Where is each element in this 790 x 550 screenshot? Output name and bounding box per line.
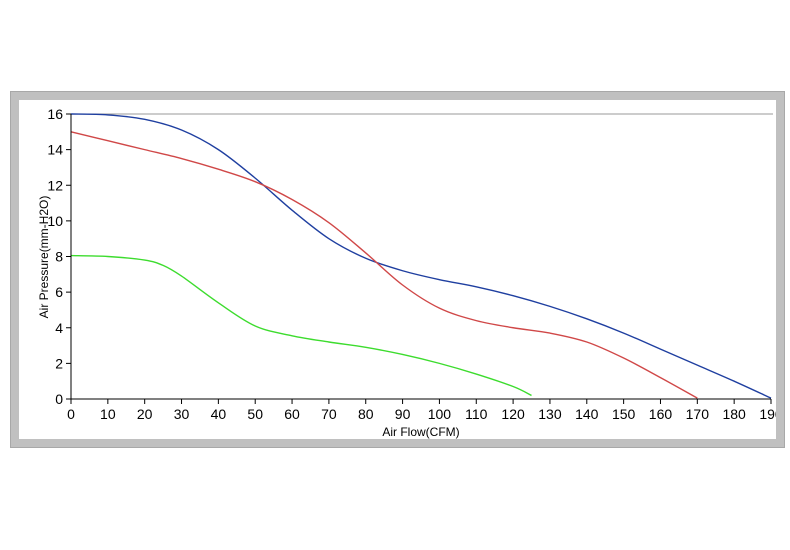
x-tick-label: 0 bbox=[67, 406, 75, 422]
x-tick-label: 150 bbox=[612, 406, 636, 422]
x-tick-label: 40 bbox=[211, 406, 227, 422]
x-tick-label: 110 bbox=[465, 406, 488, 422]
air-pressure-chart: 0 10 20 30 40 50 60 70 80 90 100 110 120 130 140 150 160… bbox=[37, 106, 776, 439]
x-tick-label: 60 bbox=[284, 406, 300, 422]
x-tick-label: 100 bbox=[428, 406, 452, 422]
chart-frame: 0 10 20 30 40 50 60 70 80 90 100 110 120 130 140 150 160… bbox=[10, 91, 785, 448]
y-tick-label: 16 bbox=[47, 106, 63, 122]
y-tick-label: 6 bbox=[55, 284, 63, 300]
series-line-1 bbox=[70, 113, 772, 399]
y-tick-label: 14 bbox=[47, 142, 63, 158]
x-tick-label: 70 bbox=[321, 406, 337, 422]
y-tick-label: 0 bbox=[55, 391, 63, 407]
ticks-layer: 0 10 20 30 40 50 60 70 80 90 100 110 120 130 140 150 160… bbox=[47, 106, 776, 422]
y-axis-title: Air Pressure(mm-H2O) bbox=[37, 196, 51, 319]
x-tick-label: 130 bbox=[538, 406, 562, 422]
x-tick-label: 120 bbox=[501, 406, 525, 422]
x-tick-label: 30 bbox=[174, 406, 190, 422]
x-tick-label: 140 bbox=[575, 406, 599, 422]
x-tick-label: 160 bbox=[649, 406, 673, 422]
chart-panel: 0 10 20 30 40 50 60 70 80 90 100 110 120 130 140 150 160… bbox=[19, 100, 776, 439]
x-tick-label: 20 bbox=[137, 406, 153, 422]
series-line-3 bbox=[70, 254, 532, 397]
series-layer bbox=[70, 113, 772, 399]
x-tick-label: 90 bbox=[395, 406, 411, 422]
y-tick-label: 4 bbox=[55, 320, 63, 336]
x-tick-label: 10 bbox=[100, 406, 116, 422]
y-tick-label: 8 bbox=[55, 249, 63, 265]
x-tick-label: 170 bbox=[686, 406, 710, 422]
y-tick-label: 2 bbox=[55, 355, 63, 371]
x-axis-title: Air Flow(CFM) bbox=[382, 425, 459, 439]
y-tick-label: 10 bbox=[47, 213, 63, 229]
series-line-2 bbox=[70, 131, 698, 399]
y-tick-label: 12 bbox=[47, 177, 63, 193]
x-tick-label: 180 bbox=[722, 406, 746, 422]
x-tick-label: 80 bbox=[358, 406, 374, 422]
x-tick-label: 190 bbox=[759, 406, 776, 422]
x-tick-label: 50 bbox=[247, 406, 263, 422]
